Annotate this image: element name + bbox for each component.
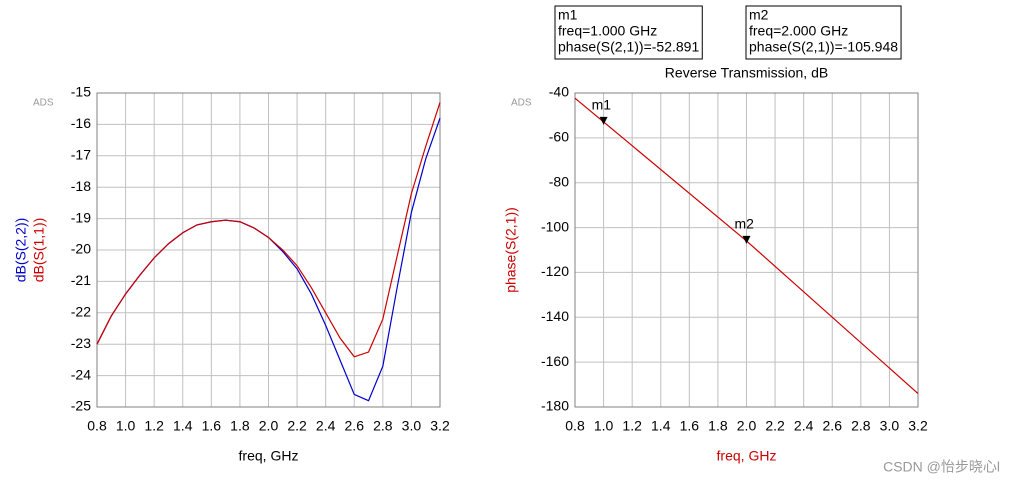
readout-box xyxy=(745,5,902,60)
y-tick-label: -21 xyxy=(71,272,91,288)
x-tick-label: 0.8 xyxy=(87,418,107,434)
x-tick-label: 0.8 xyxy=(565,418,585,434)
x-tick-label: 2.6 xyxy=(823,418,843,434)
y-tick-label: -20 xyxy=(71,241,91,257)
x-tick-label: 2.4 xyxy=(316,418,336,434)
x-tick-label: 3.2 xyxy=(430,418,450,434)
x-tick-label: 1.2 xyxy=(622,418,642,434)
readout-line: phase(S(2,1))=-52.891 xyxy=(558,39,699,55)
y-tick-label: -180 xyxy=(541,398,569,414)
y-tick-label: -60 xyxy=(549,129,569,145)
y-tick-label: -17 xyxy=(71,147,91,163)
y-tick-label: -22 xyxy=(71,304,91,320)
y-tick-label: -15 xyxy=(71,84,91,100)
x-tick-label: 3.0 xyxy=(880,418,900,434)
marker-label: m2 xyxy=(735,216,755,232)
x-tick-label: 3.0 xyxy=(402,418,422,434)
marker-label: m1 xyxy=(592,97,612,113)
corner-label: ADS xyxy=(33,98,54,109)
readout-box xyxy=(554,5,703,60)
y-tick-label: -120 xyxy=(541,263,569,279)
x-tick-label: 1.0 xyxy=(594,418,614,434)
readout-name: m1 xyxy=(558,7,578,23)
plot-frame xyxy=(96,92,441,408)
x-tick-label: 1.6 xyxy=(680,418,700,434)
legend-label: dB(S(1,1)) xyxy=(31,218,47,283)
plot-frame xyxy=(574,92,919,408)
series-line xyxy=(574,97,919,394)
y-tick-label: -40 xyxy=(549,84,569,100)
legend-label: dB(S(2,2)) xyxy=(13,218,29,283)
readout-name: m2 xyxy=(749,7,769,23)
chart-title: Reverse Transmission, dB xyxy=(665,65,828,81)
x-tick-label: 2.8 xyxy=(851,418,871,434)
y-tick-label: -25 xyxy=(71,398,91,414)
x-tick-label: 2.0 xyxy=(737,418,757,434)
marker-triangle xyxy=(742,235,751,244)
x-tick-label: 1.6 xyxy=(202,418,222,434)
x-tick-label: 1.8 xyxy=(708,418,728,434)
series-line xyxy=(96,102,441,358)
y-tick-label: -16 xyxy=(71,115,91,131)
x-tick-label: 2.0 xyxy=(259,418,279,434)
y-axis-label: phase(S(2,1)) xyxy=(503,207,519,293)
x-tick-label: 1.2 xyxy=(144,418,164,434)
x-tick-label: 1.4 xyxy=(651,418,671,434)
readout-line: phase(S(2,1))=-105.948 xyxy=(749,39,898,55)
y-tick-label: -18 xyxy=(71,178,91,194)
y-tick-label: -19 xyxy=(71,209,91,225)
y-tick-label: -160 xyxy=(541,353,569,369)
x-tick-label: 1.8 xyxy=(230,418,250,434)
x-tick-label: 3.2 xyxy=(908,418,928,434)
watermark: CSDN @怡步晓心l xyxy=(883,459,1000,475)
x-tick-label: 1.0 xyxy=(116,418,136,434)
x-tick-label: 2.6 xyxy=(345,418,365,434)
y-tick-label: -80 xyxy=(549,173,569,189)
x-tick-label: 2.4 xyxy=(794,418,814,434)
x-tick-label: 1.4 xyxy=(173,418,193,434)
x-tick-label: 2.8 xyxy=(373,418,393,434)
readout-line: freq=2.000 GHz xyxy=(749,23,848,39)
x-axis-label: freq, GHz xyxy=(717,448,777,464)
y-tick-label: -23 xyxy=(71,335,91,351)
y-tick-label: -140 xyxy=(541,308,569,324)
y-tick-label: -100 xyxy=(541,218,569,234)
x-tick-label: 2.2 xyxy=(287,418,307,434)
x-tick-label: 2.2 xyxy=(765,418,785,434)
corner-label: ADS xyxy=(511,98,532,109)
x-axis-label: freq, GHz xyxy=(239,448,299,464)
marker-triangle xyxy=(599,116,608,125)
y-tick-label: -24 xyxy=(71,366,91,382)
readout-line: freq=1.000 GHz xyxy=(558,23,657,39)
